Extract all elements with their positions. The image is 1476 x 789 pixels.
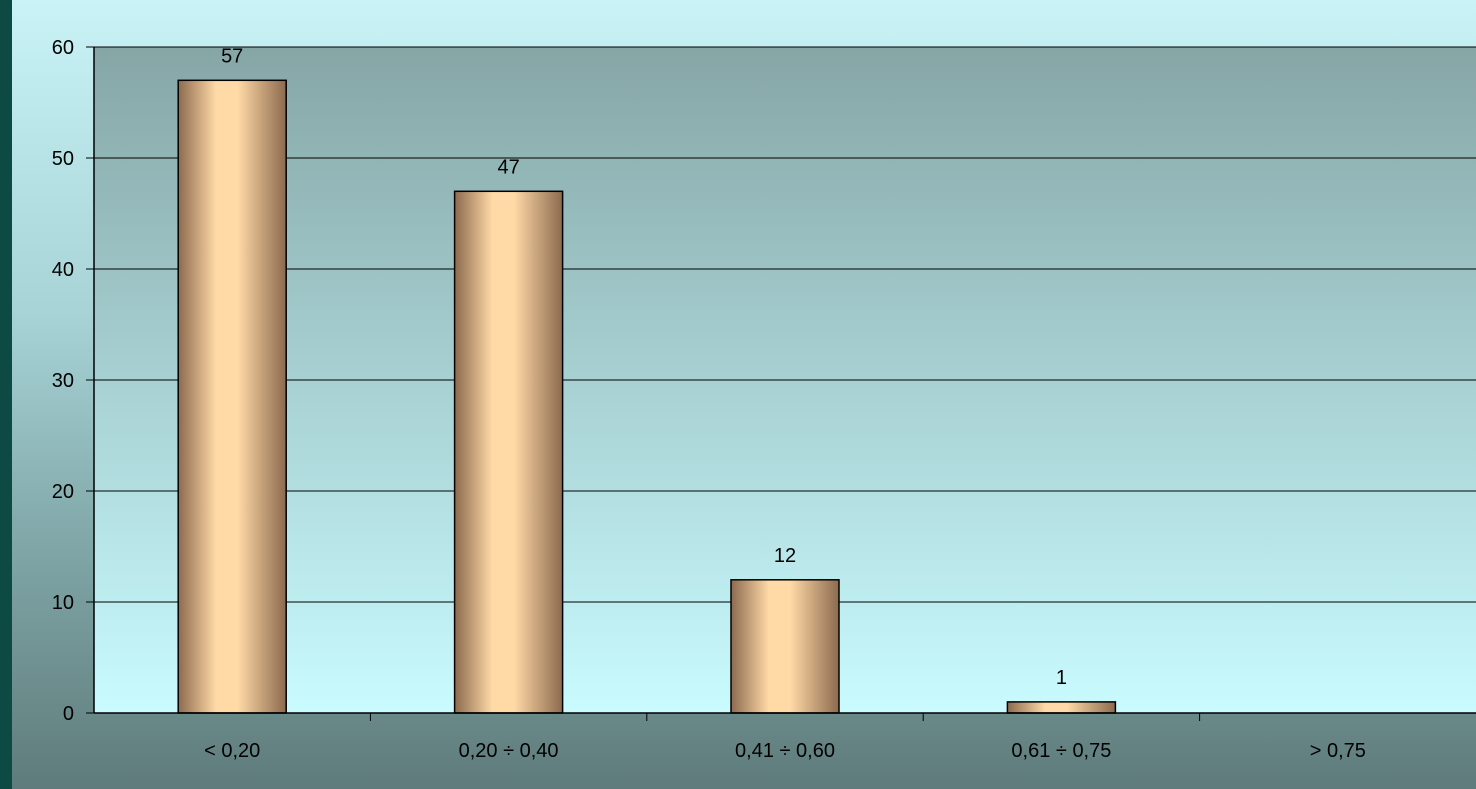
x-tick-label: 0,20 ÷ 0,40 xyxy=(459,740,559,762)
y-tick-label: 20 xyxy=(52,481,74,503)
data-label: 1 xyxy=(1056,667,1067,689)
bar xyxy=(730,579,840,714)
data-label: 57 xyxy=(221,45,243,67)
bar xyxy=(453,190,564,714)
x-tick-label: > 0,75 xyxy=(1310,740,1366,762)
gridlines xyxy=(94,46,1476,603)
bar xyxy=(177,79,287,714)
bar xyxy=(1006,701,1117,714)
chart-frame: 0 10 20 30 40 50 60 < 0,20 0,20 ÷ 0,40 0,41 ÷ 0,… xyxy=(12,0,1476,789)
bars xyxy=(177,79,1117,714)
y-tick-label: 0 xyxy=(63,703,74,725)
y-tick-label: 30 xyxy=(52,370,74,392)
axes xyxy=(86,46,1476,721)
y-tick-label: 40 xyxy=(52,259,74,281)
x-tick-label: 0,41 ÷ 0,60 xyxy=(735,740,835,762)
data-label: 12 xyxy=(774,545,796,567)
y-tick-label: 50 xyxy=(52,148,74,170)
y-tick-labels: 0 10 20 30 40 50 60 xyxy=(52,37,74,725)
x-tick-labels: < 0,20 0,20 ÷ 0,40 0,41 ÷ 0,60 0,61 ÷ 0,75 >… xyxy=(204,740,1366,762)
y-tick-label: 10 xyxy=(52,592,74,614)
bar-chart: 0 10 20 30 40 50 60 < 0,20 0,20 ÷ 0,40 0,41 ÷ 0,… xyxy=(52,37,1476,762)
y-tick-label: 60 xyxy=(52,37,74,59)
x-tick-label: 0,61 ÷ 0,75 xyxy=(1011,740,1111,762)
data-labels: 57 47 12 1 xyxy=(221,45,1067,689)
x-tick-label: < 0,20 xyxy=(204,740,260,762)
data-label: 47 xyxy=(497,156,519,178)
